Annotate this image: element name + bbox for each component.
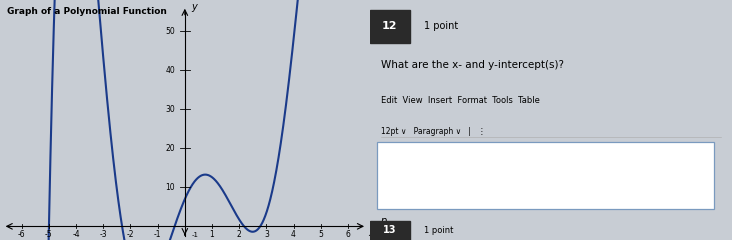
Text: 3: 3	[264, 230, 269, 239]
Text: 2: 2	[237, 230, 242, 239]
Text: 1: 1	[209, 230, 214, 239]
Text: Graph of a Polynomial Function: Graph of a Polynomial Function	[7, 7, 168, 16]
Text: 6: 6	[346, 230, 351, 239]
Text: -6: -6	[18, 230, 26, 239]
Text: 12: 12	[382, 21, 397, 31]
Text: y: y	[192, 2, 198, 12]
Text: 1 point: 1 point	[424, 226, 453, 235]
Text: -4: -4	[72, 230, 80, 239]
Text: x: x	[368, 228, 374, 238]
Text: 12pt ∨   Paragraph ∨   |   ⋮: 12pt ∨ Paragraph ∨ | ⋮	[381, 127, 485, 136]
Text: 50: 50	[165, 27, 176, 36]
Text: -1: -1	[192, 232, 198, 238]
FancyBboxPatch shape	[377, 142, 714, 209]
Text: p: p	[381, 216, 386, 226]
Text: 20: 20	[165, 144, 176, 153]
Text: 40: 40	[165, 66, 176, 75]
Text: 10: 10	[165, 183, 176, 192]
Text: 30: 30	[165, 105, 176, 114]
Text: 1 point: 1 point	[424, 21, 458, 31]
Text: 13: 13	[383, 225, 396, 235]
FancyBboxPatch shape	[370, 221, 409, 240]
Text: What are the x- and y-intercept(s)?: What are the x- and y-intercept(s)?	[381, 60, 564, 70]
FancyBboxPatch shape	[370, 10, 409, 43]
Text: Edit  View  Insert  Format  Tools  Table: Edit View Insert Format Tools Table	[381, 96, 539, 105]
Text: -3: -3	[100, 230, 107, 239]
Text: -5: -5	[45, 230, 53, 239]
Text: 4: 4	[291, 230, 296, 239]
Text: -2: -2	[127, 230, 134, 239]
Text: 5: 5	[318, 230, 323, 239]
Text: -1: -1	[154, 230, 161, 239]
